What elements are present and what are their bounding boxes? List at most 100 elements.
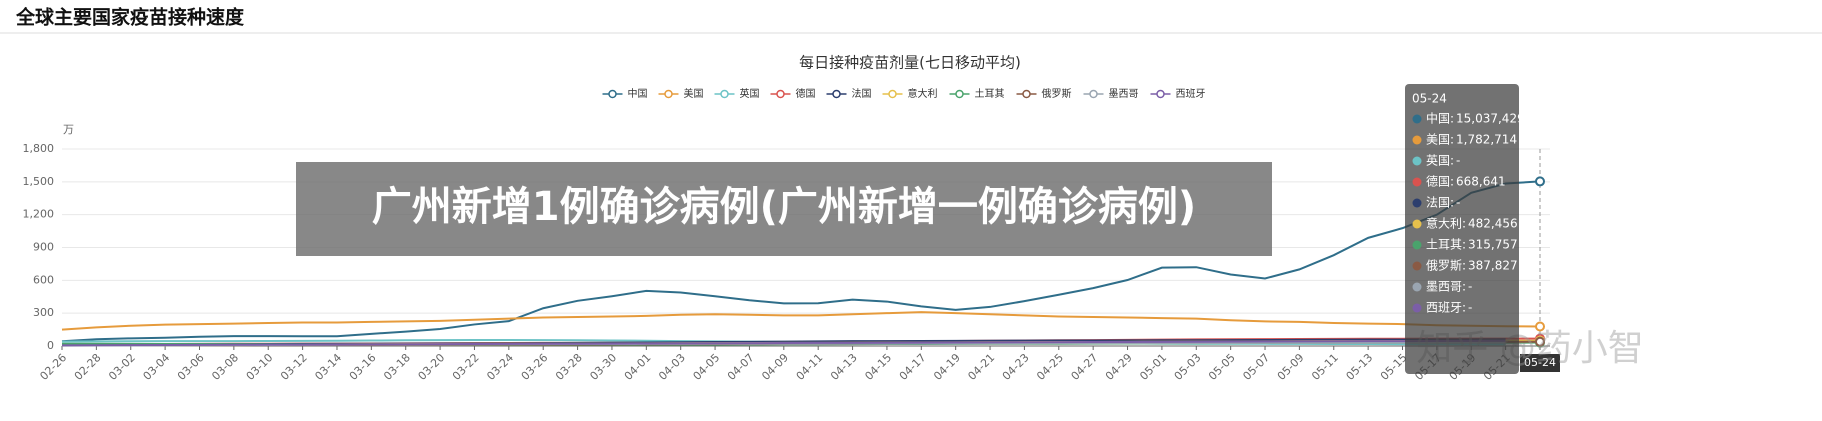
point [1535, 176, 1545, 187]
x-tick-label: 04-29 [1103, 351, 1135, 383]
legend-label: 美国 [684, 87, 704, 100]
x-tick-label: 03-26 [519, 351, 551, 383]
legend-label: 俄罗斯 [1042, 87, 1072, 100]
tooltip-colon: : [1462, 280, 1466, 294]
x-tick-label: 03-08 [209, 351, 241, 383]
x-tick-label: 04-23 [1000, 351, 1032, 383]
x-tick-label: 03-20 [416, 351, 448, 383]
x-tick-label: 05-15 [1378, 351, 1410, 383]
x-tick-label: 02-28 [72, 351, 104, 383]
tooltip-value: - [1456, 196, 1460, 210]
tooltip-colon: : [1450, 196, 1454, 210]
tooltip-colon: : [1462, 301, 1466, 315]
legend-label: 土耳其 [975, 87, 1005, 100]
x-tick-label: 05-07 [1240, 351, 1272, 383]
overlay-box [296, 162, 1272, 256]
x-tick-label: 03-28 [553, 351, 585, 383]
x-tick-label: 03-16 [347, 351, 379, 383]
x-tick-label: 04-09 [759, 351, 791, 383]
y-unit: 万 [63, 123, 74, 136]
tooltip-marker [1412, 261, 1422, 271]
tooltip-name: 西班牙 [1426, 301, 1462, 315]
tooltip-marker [1412, 156, 1422, 166]
x-tick-label: 05-24 [1524, 356, 1556, 369]
tooltip-marker [1412, 114, 1422, 124]
legend: 中国 美国 英国 德国 法国 意大利 土耳其 俄罗斯 墨西哥 西班牙 [602, 87, 1206, 100]
legend-marker [720, 89, 729, 99]
legend-label: 西班牙 [1176, 88, 1206, 100]
tooltip-value: 1,782,714 [1456, 133, 1517, 147]
x-tick-label: 03-10 [244, 351, 276, 383]
tooltip-value: 15,037,429 [1456, 112, 1525, 126]
x-tick-label: 04-27 [1069, 351, 1101, 383]
y-tick-label: 600 [33, 273, 54, 286]
tooltip-colon: : [1450, 154, 1454, 168]
chart-title: 每日接种疫苗剂量(七日移动平均) [799, 54, 1021, 72]
x-tick-label: 03-22 [450, 351, 482, 383]
tooltip-name: 意大利 [1426, 216, 1462, 231]
tooltip-name: 英国 [1426, 154, 1450, 168]
legend-marker [1156, 89, 1165, 99]
x-tick-label: 04-07 [725, 351, 757, 383]
legend-marker [608, 89, 617, 99]
tooltip-value: - [1468, 301, 1472, 315]
tooltip-name: 墨西哥 [1426, 280, 1462, 294]
overlay-text: 广州新增1例确诊病例(广州新增一例确诊病例) [372, 184, 1196, 230]
header-title: 全球主要国家疫苗接种速度 [15, 6, 245, 29]
legend-label: 墨西哥 [1109, 88, 1139, 100]
x-tick-label: 04-21 [965, 351, 997, 383]
x-tick-label: 05-09 [1275, 351, 1307, 383]
x-tick-label: 04-03 [656, 351, 688, 383]
tooltip-colon: : [1450, 175, 1454, 189]
tooltip-value: - [1468, 280, 1472, 294]
y-tick-label: 300 [33, 306, 54, 319]
legend-label: 意大利 [908, 87, 938, 100]
x-tick-label: 04-17 [897, 351, 929, 383]
tooltip-name: 美国 [1426, 133, 1450, 147]
x-tick-label: 03-02 [106, 351, 138, 383]
tooltip-marker [1412, 177, 1422, 187]
tooltip-name: 德国 [1426, 174, 1450, 189]
legend-label: 英国 [740, 87, 760, 100]
tooltip-marker [1412, 198, 1422, 208]
legend-marker [955, 89, 964, 99]
x-tick-label: 03-30 [587, 351, 619, 383]
x-tick-label: 04-05 [691, 351, 723, 383]
tooltip-value: 482,456 [1468, 217, 1518, 231]
y-tick-label: 1,800 [23, 142, 55, 155]
y-tick-label: 0 [47, 339, 54, 352]
tooltip-colon: : [1450, 133, 1454, 147]
legend-marker [832, 89, 841, 99]
x-tick-label: 03-12 [278, 351, 310, 383]
tooltip-colon: : [1462, 217, 1466, 231]
legend-label: 德国 [796, 87, 816, 100]
x-tick-label: 03-14 [312, 351, 344, 383]
x-tick-label: 05-11 [1309, 351, 1341, 383]
legend-marker [776, 89, 785, 99]
series-line [61, 311, 1541, 331]
legend-marker [1089, 89, 1098, 99]
legend-marker [1022, 89, 1031, 99]
tooltip-name: 法国 [1426, 196, 1450, 210]
point [1535, 321, 1545, 332]
x-tick-label: 04-19 [931, 351, 963, 383]
x-tick-label: 03-06 [175, 351, 207, 383]
tooltip-marker [1412, 240, 1422, 250]
x-tick-label: 02-26 [37, 351, 69, 383]
x-tick-label: 03-18 [381, 351, 413, 383]
x-tick-label: 05-01 [1137, 351, 1169, 383]
y-tick-label: 900 [33, 241, 54, 254]
tooltip-marker [1412, 219, 1422, 229]
tooltip-marker [1412, 135, 1422, 145]
x-tick-label: 04-01 [622, 351, 654, 383]
x-tick-label: 05-05 [1206, 351, 1238, 383]
tooltip-colon: : [1462, 238, 1466, 252]
y-tick-label: 1,200 [23, 208, 55, 221]
legend-label: 法国 [852, 87, 872, 100]
series-line [61, 339, 1506, 347]
tooltip-name: 俄罗斯 [1426, 259, 1462, 273]
legend-marker [888, 89, 897, 99]
tooltip-value: 668,641 [1456, 175, 1506, 189]
